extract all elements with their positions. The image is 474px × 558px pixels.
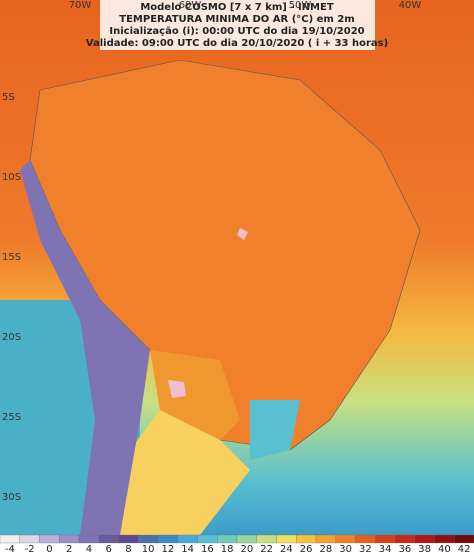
colorbar: -4 -2 0 2 4 6 8 10 12 14 16 18 20 22 24 26 28 30 32 34 36 38 4…: [0, 534, 474, 555]
header-line: Modelo COSMO [7 x 7 km] - INMET: [140, 2, 334, 13]
colorbar-swatch: [315, 534, 336, 544]
colorbar-label: 20: [241, 544, 254, 554]
colorbar-label: 4: [86, 544, 92, 554]
colorbar-swatch: [157, 534, 178, 544]
argentina: [120, 410, 250, 535]
latitude-label: 30S: [2, 492, 21, 503]
colorbar-label: 8: [125, 544, 131, 554]
south-brazil: [250, 400, 300, 460]
colorbar-label: 36: [399, 544, 412, 554]
colorbar-swatch: [335, 534, 356, 544]
andes: [20, 160, 150, 535]
colorbar-swatch: [118, 534, 139, 544]
colorbar-label: 12: [162, 544, 175, 554]
cold-spot: [237, 228, 248, 240]
colorbar-swatch: [138, 534, 159, 544]
longitude-label: 60W: [179, 0, 202, 11]
latitude-label: 15S: [2, 252, 21, 263]
colorbar-label: 2: [66, 544, 72, 554]
colorbar-label: 42: [458, 544, 471, 554]
colorbar-swatch: [197, 534, 218, 544]
colorbar-swatch: [355, 534, 376, 544]
colorbar-swatch: [296, 534, 317, 544]
colorbar-label: 14: [181, 544, 194, 554]
colorbar-swatch: [236, 534, 257, 544]
colorbar-swatch: [256, 534, 277, 544]
colorbar-label: 38: [418, 544, 431, 554]
paraguay: [150, 350, 240, 450]
colorbar-label: 28: [320, 544, 333, 554]
colorbar-swatch: [78, 534, 99, 544]
colorbar-label: 22: [260, 544, 273, 554]
colorbar-swatch: [217, 534, 238, 544]
colorbar-swatch: [375, 534, 396, 544]
colorbar-label: 30: [339, 544, 352, 554]
longitude-label: 40W: [399, 0, 422, 11]
colorbar-swatch: [434, 534, 455, 544]
colorbar-label: -2: [25, 544, 35, 554]
latitude-label: 25S: [2, 412, 21, 423]
header-line: TEMPERATURA MINIMA DO AR (°C) em 2m: [119, 14, 354, 25]
latitudes: 5S 10S 15S 20S 25S 30S: [2, 92, 21, 503]
header-line: Validade: 09:00 UTC do dia 20/10/2020 ( …: [86, 38, 388, 49]
colorbar-swatch: [98, 534, 119, 544]
colorbar-label: 40: [438, 544, 451, 554]
longitude-label: 70W: [69, 0, 92, 11]
header-box: [100, 0, 375, 50]
colorbar-label: 24: [280, 544, 293, 554]
colorbar-label: 6: [105, 544, 111, 554]
colorbar-swatch: [177, 534, 198, 544]
colorbar-label: 18: [221, 544, 234, 554]
latitude-label: 5S: [2, 92, 15, 103]
colorbar-label: 0: [46, 544, 52, 554]
header: Modelo COSMO [7 x 7 km] - INMETTEMPERATU…: [86, 2, 388, 49]
longitude-label: 50W: [289, 0, 312, 11]
colorbar-label: -4: [5, 544, 15, 554]
colorbar-swatch: [414, 534, 435, 544]
cold-spot: [168, 380, 186, 398]
colorbar-swatch: [59, 534, 80, 544]
colorbar-label: 26: [300, 544, 313, 554]
colorbar-swatch: [276, 534, 297, 544]
longitudes: 70W 60W 50W 40W: [69, 0, 422, 11]
colorbar-swatch: [19, 534, 40, 544]
colorbar-label: 34: [379, 544, 392, 554]
colorbar-label: 16: [201, 544, 214, 554]
latitude-label: 10S: [2, 172, 21, 183]
colorbar-swatch: [39, 534, 60, 544]
colorbar-label: 32: [359, 544, 372, 554]
colorbar-swatch: [454, 534, 474, 544]
colorbar-swatch: [394, 534, 415, 544]
latitude-label: 20S: [2, 332, 21, 343]
colorbar-label: 10: [142, 544, 155, 554]
colorbar-swatch: [0, 534, 20, 544]
header-line: Inicialização (i): 00:00 UTC do dia 19/1…: [109, 26, 364, 37]
